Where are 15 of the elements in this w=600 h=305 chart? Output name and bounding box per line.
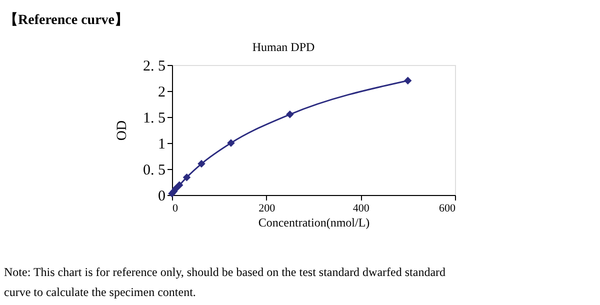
- text: Note: This chart is for reference only, should be based on the test standard dwarfed standard curve to calculate the specimen content.: [4, 265, 446, 299]
- x-tick-label: 600: [439, 202, 456, 214]
- y-axis-title: OD: [115, 120, 130, 141]
- x-tick-label: 0: [172, 202, 178, 214]
- x-axis-title: Concentration(nmol/L): [258, 216, 370, 230]
- y-tick-label: 1. 5: [143, 110, 166, 126]
- y-tick-label: 2: [158, 84, 166, 100]
- x-tick-label: 200: [258, 202, 276, 214]
- x-tick-label: 400: [352, 202, 370, 214]
- chart-title: 【Reference curve】: [4, 12, 129, 28]
- chart-subtitle: Human DPD: [252, 40, 315, 54]
- y-tick-label: 1: [158, 136, 166, 152]
- y-tick-label: 0: [158, 188, 166, 204]
- y-tick-label: 2. 5: [143, 58, 166, 74]
- y-tick-label: 0. 5: [143, 162, 166, 178]
